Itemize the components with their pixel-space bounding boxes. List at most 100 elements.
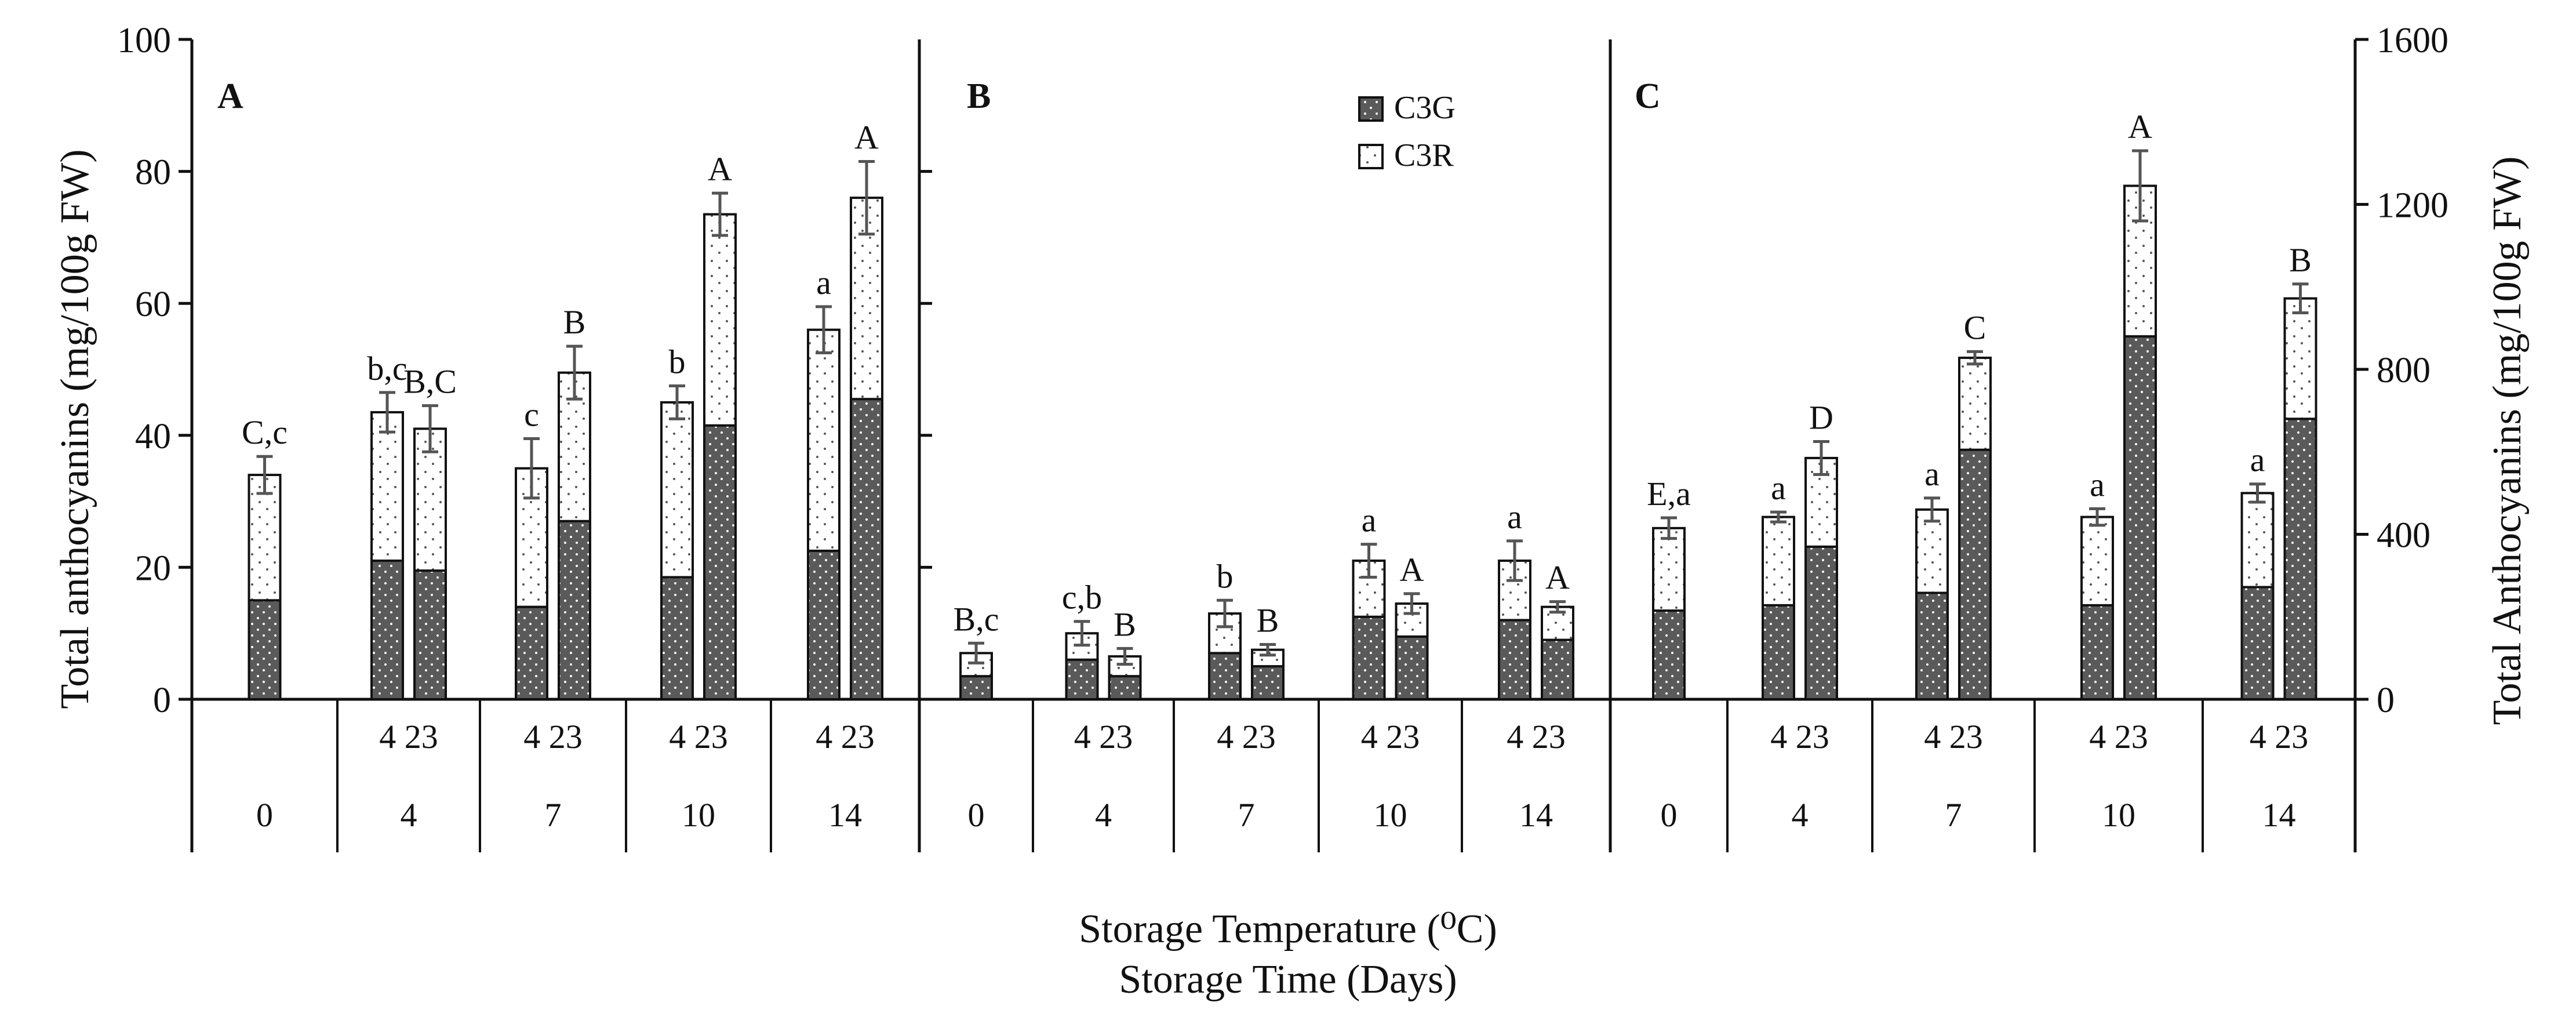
x-axis-title-time: Storage Time (Days) [1119, 957, 1457, 1002]
bar-c3g [703, 424, 737, 700]
panel-tag: C [1635, 77, 1661, 116]
bar-c3g [1958, 448, 1992, 700]
bar-c3r [2240, 492, 2275, 589]
legend-label-c3r: C3R [1394, 137, 1454, 173]
significance-label: B [2289, 241, 2312, 279]
significance-label: a [2250, 441, 2265, 479]
panel-tag: A [217, 77, 243, 116]
bar-c3g [558, 520, 591, 700]
y-axis-label-right: Total Anthocyanins (mg/100g FW) [2485, 157, 2530, 725]
bar-c3r [1762, 515, 1795, 607]
bar-c3g [1652, 609, 1686, 701]
bar-c3g [1541, 638, 1574, 700]
bar-c3g [807, 549, 841, 700]
bar-c3r [2283, 297, 2317, 420]
bar-c3g [413, 569, 447, 701]
significance-label: a [1924, 455, 1940, 493]
day-label: 7 [1238, 796, 1255, 834]
day-label: 10 [682, 796, 715, 834]
bar-c3g [850, 398, 883, 700]
significance-label: c [524, 395, 539, 433]
temperature-label: 4 23 [1770, 718, 1829, 756]
left-tick-label: 80 [135, 153, 171, 193]
bar-c3g [1395, 635, 1429, 701]
legend-swatch-c3r [1358, 144, 1384, 169]
day-label: 14 [828, 796, 862, 834]
right-tick-label: 800 [2377, 351, 2431, 390]
significance-label: A [1400, 551, 1424, 589]
significance-label: B [1114, 605, 1136, 643]
bar-c3g [2123, 335, 2157, 700]
temperature-label: 4 23 [2250, 718, 2309, 756]
temperature-label: 4 23 [1361, 718, 1420, 756]
bar-c3g [2240, 586, 2275, 700]
temperature-label: 4 23 [523, 718, 583, 756]
significance-label: A [2128, 108, 2152, 146]
day-label: 0 [256, 796, 273, 834]
significance-label: a [1771, 469, 1786, 507]
day-label: 0 [1661, 796, 1678, 834]
significance-label: a [2090, 466, 2105, 503]
bar-c3g [1065, 658, 1099, 700]
significance-label: A [1545, 559, 1570, 597]
significance-label: E,a [1647, 475, 1691, 513]
bar-c3g [1208, 652, 1242, 700]
day-label: 10 [1374, 796, 1407, 834]
bar-c3g [2283, 417, 2317, 700]
bar-c3g [1762, 604, 1795, 700]
bar-c3r [1915, 508, 1949, 594]
bar-c3r [660, 401, 694, 579]
day-label: 14 [2262, 796, 2296, 834]
temperature-label: 4 23 [1924, 718, 1983, 756]
day-label: 7 [545, 796, 562, 834]
right-tick-label: 1600 [2377, 21, 2448, 60]
bar-c3g [1804, 545, 1838, 701]
left-tick-label: 40 [135, 417, 171, 456]
temperature-label: 4 23 [1507, 718, 1566, 756]
bar-c3g [1498, 619, 1531, 700]
right-tick-label: 1200 [2377, 186, 2448, 226]
significance-label: C,c [242, 413, 288, 451]
day-label: 4 [1095, 796, 1112, 834]
significance-label: A [708, 150, 732, 188]
bar-c3r [2080, 515, 2114, 607]
legend-label-c3g: C3G [1394, 90, 1456, 126]
significance-label: A [854, 119, 879, 157]
day-label: 4 [1792, 796, 1809, 834]
bar-c3r [703, 213, 737, 427]
day-label: 0 [968, 796, 985, 834]
significance-label: a [1507, 498, 1522, 536]
bar-c3r [1958, 357, 1992, 451]
bar-c3g [660, 576, 694, 700]
significance-label: B [563, 303, 586, 341]
day-label: 7 [1945, 796, 1962, 834]
bar-c3g [959, 675, 993, 701]
left-tick-label: 20 [135, 549, 171, 588]
y-axis-label-left: Total anthocyanins (mg/100g FW) [53, 149, 97, 709]
bar-c3r [1652, 526, 1686, 612]
significance-label: B,c [954, 600, 999, 638]
right-tick-label: 400 [2377, 516, 2431, 555]
significance-label: C [1964, 308, 1986, 346]
panel-tag: B [967, 77, 991, 116]
right-tick-label: 0 [2377, 681, 2395, 720]
legend: C3G C3R [1358, 90, 1456, 173]
significance-label: a [1362, 502, 1377, 539]
significance-label: b [669, 343, 686, 380]
temperature-label: 4 23 [1217, 718, 1276, 756]
bar-c3g [1352, 615, 1386, 700]
temperature-label: 4 23 [816, 718, 875, 756]
bar-c3g [2080, 604, 2114, 700]
bar-c3r [248, 474, 282, 602]
bar-c3g [515, 605, 548, 701]
significance-label: B [1257, 602, 1279, 640]
left-tick-label: 100 [117, 21, 171, 60]
left-tick-label: 60 [135, 285, 171, 324]
significance-label: a [816, 264, 831, 302]
bar-c3g [248, 599, 282, 701]
day-label: 4 [401, 796, 417, 834]
x-axis-title-temperature: Storage Temperature (⁰C) [1079, 907, 1497, 952]
legend-swatch-c3g [1358, 96, 1384, 122]
